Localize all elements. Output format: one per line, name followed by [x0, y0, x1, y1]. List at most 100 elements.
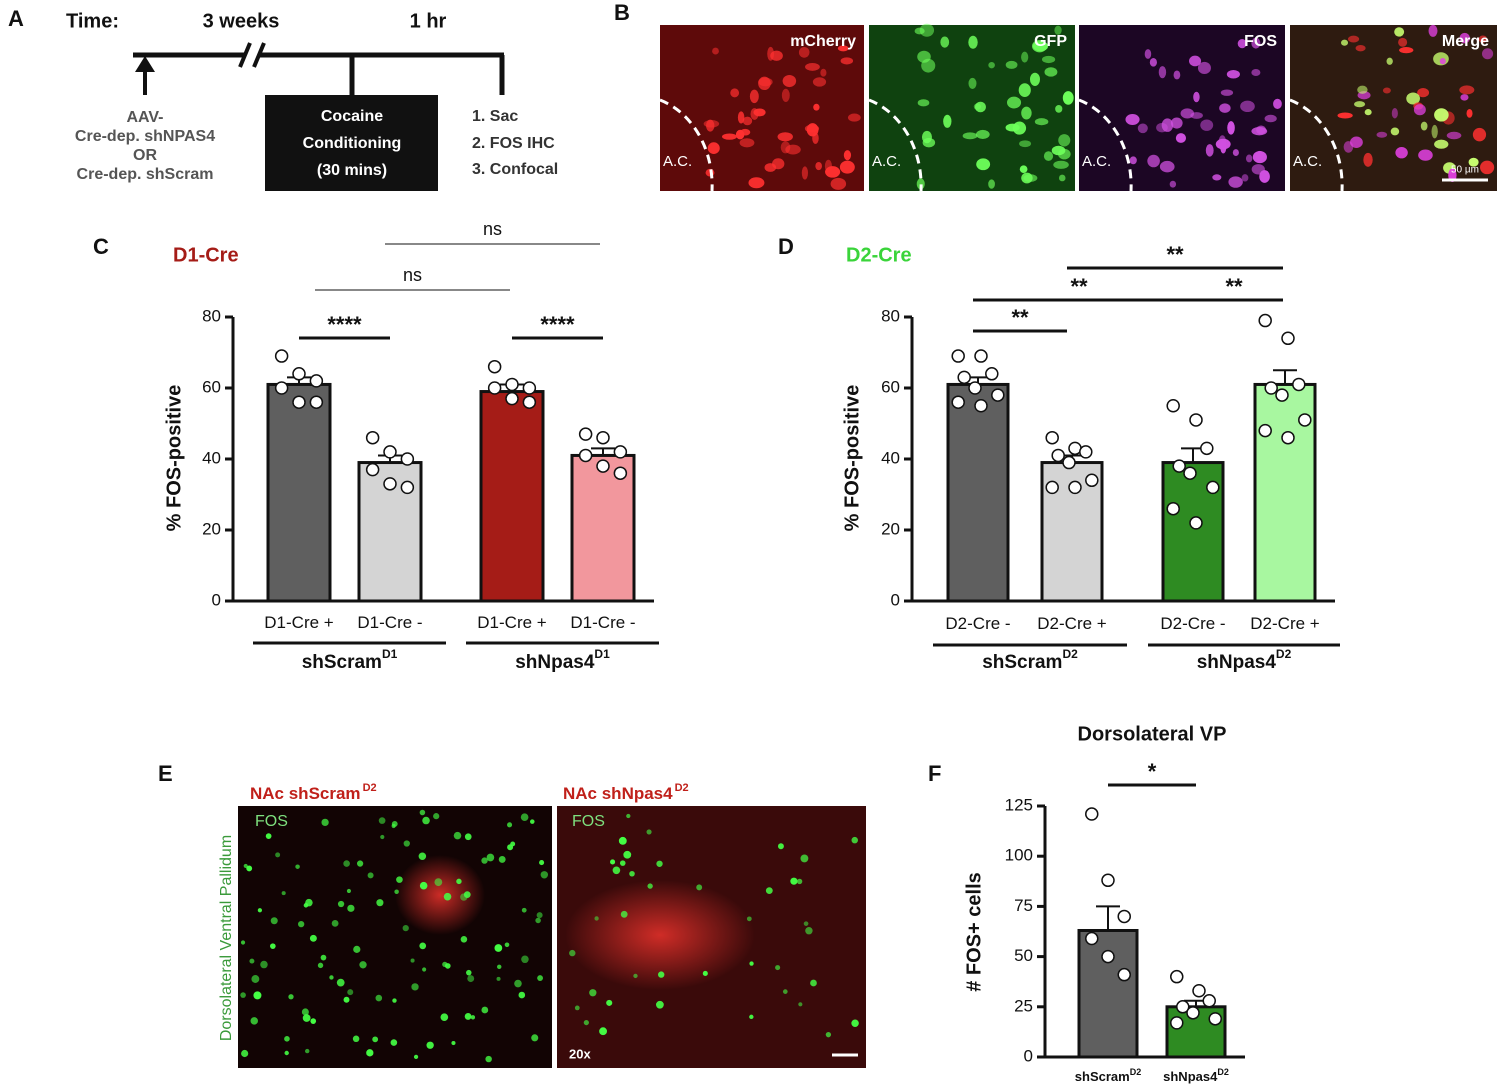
y-axis-label: # FOS+ cells — [963, 872, 985, 992]
x-tick-label: D1-Cre + — [264, 613, 334, 632]
cell — [305, 1048, 310, 1054]
data-point — [1183, 466, 1197, 480]
bar — [1077, 928, 1139, 1059]
image-title-text: NAc shNpas4 — [563, 784, 673, 803]
cell — [284, 1036, 290, 1042]
boundary-arc — [1078, 98, 1133, 192]
micrograph — [869, 25, 1075, 191]
bar — [479, 390, 545, 603]
data-point — [309, 395, 324, 409]
x-tick-label: D2-Cre - — [945, 614, 1010, 633]
cell — [594, 916, 599, 921]
x-tick-text: D2-Cre + — [1250, 614, 1320, 633]
cell — [1018, 83, 1031, 98]
data-point — [1189, 413, 1203, 427]
panel-label: A — [8, 6, 24, 31]
injection-text: AAV- — [126, 109, 163, 126]
data-point — [1192, 983, 1206, 998]
cell — [1034, 118, 1049, 126]
cell — [777, 132, 793, 142]
cell — [917, 99, 930, 107]
significance-label: **** — [540, 312, 575, 337]
cell — [521, 955, 529, 964]
cell — [917, 50, 931, 63]
cell — [619, 860, 626, 866]
cell — [507, 844, 514, 851]
data-point — [1079, 445, 1093, 459]
group-label-sup: D1 — [594, 647, 610, 661]
box-text: Conditioning — [303, 135, 402, 152]
x-tick-text: D2-Cre + — [1037, 614, 1107, 633]
data-point — [292, 367, 306, 381]
cell — [518, 991, 526, 999]
x-tick-label: D1-Cre - — [357, 613, 422, 632]
period-label: 3 weeks — [203, 10, 280, 32]
cell — [418, 852, 427, 861]
x-tick-text: D1-Cre + — [264, 613, 334, 632]
cell — [451, 1040, 456, 1046]
cell — [246, 865, 253, 872]
cell — [310, 1018, 317, 1024]
cell — [337, 900, 345, 908]
channel-label: FOS — [1244, 33, 1277, 50]
cell — [240, 940, 246, 945]
cell — [1193, 91, 1200, 103]
y-tick-label: 50 — [1014, 946, 1033, 965]
injection-text: Cre-dep. shNPAS4 — [75, 128, 215, 145]
data-point — [1258, 423, 1272, 438]
cell — [343, 860, 350, 867]
cell — [800, 854, 809, 863]
cell — [825, 166, 841, 178]
cell — [305, 898, 313, 907]
cell — [1058, 134, 1071, 147]
timeline: Time: 3 weeks 1 hr Cocaine Conditioning … — [66, 10, 558, 191]
cell — [257, 908, 263, 913]
cell — [498, 855, 506, 863]
x-tick-label: shNpas4D2 — [1163, 1067, 1229, 1084]
cell — [1175, 133, 1187, 143]
data-point — [596, 459, 610, 473]
data-point — [1166, 399, 1180, 413]
cell — [749, 961, 754, 966]
x-tick-text: D2-Cre - — [1160, 614, 1225, 633]
cell — [739, 138, 755, 148]
stain-label: FOS — [255, 813, 288, 830]
cell — [775, 965, 781, 971]
significance-label: ** — [1070, 274, 1088, 299]
significance-label: ** — [1166, 242, 1184, 267]
cell — [1472, 127, 1487, 142]
cell — [260, 960, 268, 969]
data-point — [1101, 949, 1115, 964]
cell — [851, 1019, 859, 1028]
cell — [1237, 39, 1247, 49]
cell — [419, 809, 426, 816]
cell — [410, 958, 415, 963]
chart-title: D1-Cre — [173, 244, 239, 266]
cell — [1226, 69, 1240, 79]
data-point — [613, 445, 628, 459]
y-tick-label: 40 — [881, 448, 900, 467]
cell — [281, 891, 286, 896]
cell — [1205, 144, 1214, 157]
cell — [623, 850, 632, 859]
cell — [758, 76, 771, 91]
cell — [1264, 114, 1277, 123]
cell — [916, 178, 925, 190]
cell — [1245, 154, 1253, 163]
cell — [988, 179, 995, 189]
cell — [1218, 135, 1227, 149]
group-label-text: shNpas4 — [1197, 652, 1277, 673]
cell — [1219, 103, 1231, 113]
injection-text: Cre-dep. shScram — [77, 166, 214, 183]
cell — [1054, 25, 1062, 35]
cell — [302, 1014, 311, 1022]
cell — [1357, 85, 1368, 94]
cell — [467, 975, 475, 983]
cell — [1228, 176, 1243, 188]
cell — [1480, 160, 1495, 175]
cell — [426, 1041, 434, 1049]
cell — [1478, 35, 1488, 43]
cell — [504, 942, 510, 948]
data-point — [1170, 969, 1184, 984]
cell — [443, 892, 452, 901]
